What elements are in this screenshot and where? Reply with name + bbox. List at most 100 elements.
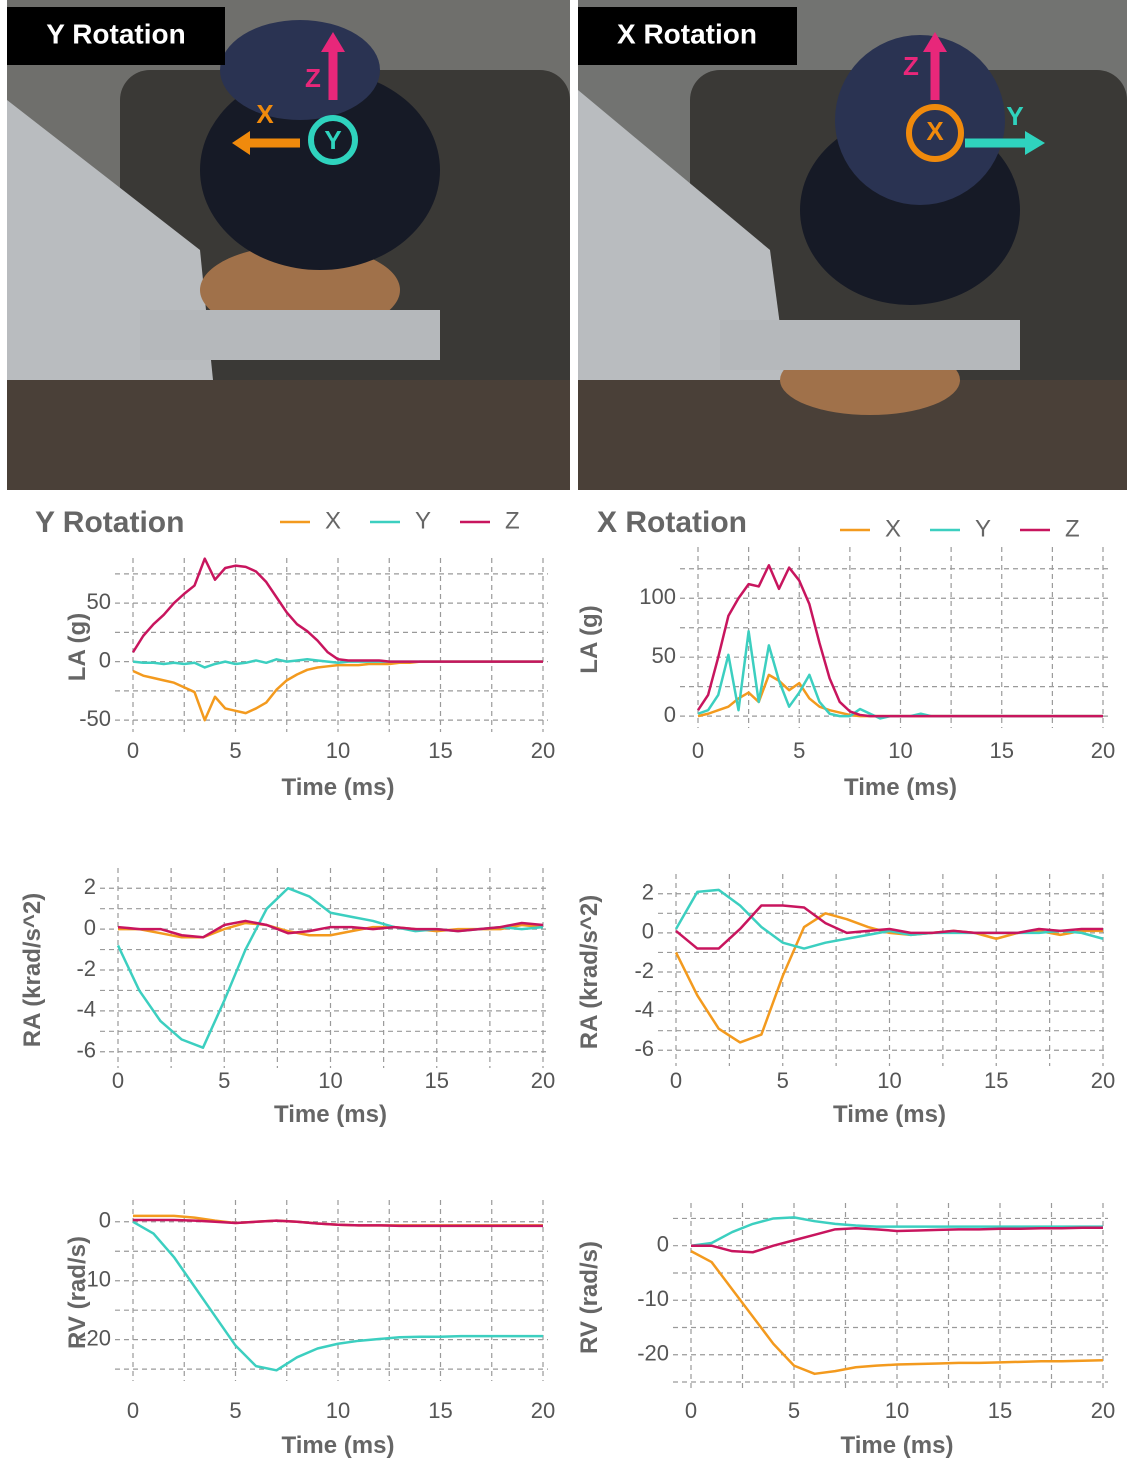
series-line [132,1220,543,1372]
legend-label: Z [505,507,520,534]
x-rotation-ring [906,104,964,162]
legend-label: Y [415,507,431,534]
y-axis-label: RV (rad/s) [576,1241,603,1354]
x-tick-label: 10 [885,1398,909,1423]
x-tick-label: 15 [990,738,1014,763]
y-tick-label: 0 [642,919,654,944]
legend-label: X [885,515,901,542]
legend-label: X [325,507,341,534]
line-chart: -50 0 50 0 5 10 15 20 Time (ms) LA (g) Y Rotation X… [35,506,555,801]
x-axis-label: Time (ms) [274,1101,387,1128]
chart-title: X Rotation [597,506,747,539]
x-axis-label: Time (ms) [833,1101,946,1128]
x-arrowhead [232,131,250,155]
photo-label: Y Rotation [46,18,185,49]
x-tick-label: 10 [888,738,912,763]
legend-label: Z [1065,515,1080,542]
x-tick-label: 5 [793,738,805,763]
x-tick-label: 20 [531,1398,555,1423]
y-tick-label: 0 [99,647,111,672]
x-tick-label: 20 [531,738,555,763]
clamp [720,320,1020,370]
x-tick-label: 15 [988,1398,1012,1423]
y-axis-label: LA (g) [576,605,603,673]
series-line [133,1218,543,1228]
axis-label: X [256,99,274,129]
x-tick-label: 20 [1091,738,1115,763]
y-tick-label: 2 [642,880,654,905]
y-axis-label: RA (krad/s^2) [576,895,603,1050]
y-tick-label: -10 [637,1286,669,1311]
axis-label: Y [1006,101,1023,131]
z-arrowhead [923,32,947,52]
x-tick-label: 10 [318,1068,342,1093]
x-tick-label: 0 [127,1398,139,1423]
x-axis-label: Time (ms) [844,774,957,801]
axis-label: Z [903,51,919,81]
series-line [674,888,1104,950]
axis-label: Z [305,63,321,93]
headform [835,35,1005,205]
series-line [696,564,1103,718]
y-tick-label: 0 [84,915,96,940]
x-tick-label: 20 [531,1068,555,1093]
y-tick-label: -6 [634,1036,654,1061]
x-tick-label: 5 [788,1398,800,1423]
helmet [200,70,440,270]
y-tick-label: -6 [76,1038,96,1063]
series-line [117,919,544,939]
y-tick-label: 0 [664,702,676,727]
clamp [140,310,440,360]
series-line [131,557,543,663]
x-axis-label: Time (ms) [282,1432,395,1459]
x-axis-label: Time (ms) [841,1432,954,1459]
x-tick-label: 0 [685,1398,697,1423]
y-tick-label: -20 [79,1325,111,1350]
x-tick-label: 15 [428,1398,452,1423]
y-tick-label: -50 [79,706,111,731]
x-tick-label: 5 [229,1398,241,1423]
axis-label: Y [324,125,341,155]
line-chart: 0 50 100 0 5 10 15 20 Time (ms) LA (g) X Rotation X… [576,506,1115,801]
x-tick-label: 10 [326,1398,350,1423]
line-chart: -20 -10 0 0 5 10 15 20 Time (ms) RV (rad/s) [576,1203,1115,1459]
photo-label: X Rotation [617,18,757,49]
y-tick-label: -4 [634,997,654,1022]
y-axis-label: RA (krad/s^2) [19,893,46,1048]
y-tick-label: 50 [87,589,111,614]
series-line [690,1250,1104,1376]
x-tick-label: 15 [984,1068,1008,1093]
x-tick-label: 0 [112,1068,124,1093]
chart-title: Y Rotation [35,506,184,539]
photo-label-box [578,7,797,65]
y-tick-label: 0 [99,1208,111,1233]
x-tick-label: 20 [1091,1068,1115,1093]
x-tick-label: 10 [877,1068,901,1093]
x-tick-label: 10 [326,738,350,763]
y-tick-label: -20 [637,1341,669,1366]
y-tick-label: 2 [84,874,96,899]
x-tick-label: 5 [218,1068,230,1093]
y-tick-label: 0 [657,1232,669,1257]
headform [220,20,380,120]
axis-label: X [926,116,944,146]
x-tick-label: 0 [127,738,139,763]
x-tick-label: 15 [428,738,452,763]
y-rotation-ring [308,115,358,165]
series-line [690,1216,1103,1247]
x-tick-label: 15 [425,1068,449,1093]
z-arrowhead [321,32,345,52]
x-tick-label: 5 [229,738,241,763]
x-axis-label: Time (ms) [282,774,395,801]
series-line [674,912,1103,1044]
x-tick-label: 0 [670,1068,682,1093]
photo-label-box [7,7,225,65]
base [7,380,570,490]
photo-left: Y Rotation Z X Y [7,0,570,490]
photo-right: X Rotation Z X Y [578,0,1127,490]
series-line [691,1226,1103,1254]
y-tick-label: -2 [634,958,654,983]
x-tick-label: 5 [777,1068,789,1093]
